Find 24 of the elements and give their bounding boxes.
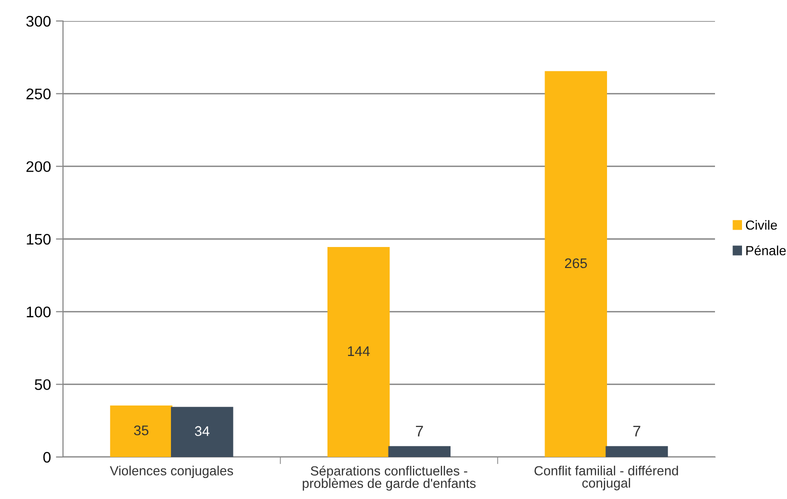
- y-tick-label: 50: [34, 379, 51, 390]
- bar: [606, 446, 668, 457]
- data-label: 34: [194, 426, 210, 436]
- y-tick-label: 300: [26, 16, 51, 27]
- x-tick-label: Séparations conflictuelles - problèmes de garde d'enfants: [302, 466, 476, 491]
- y-tick-label: 250: [26, 88, 51, 100]
- y-tick-label: 100: [26, 306, 51, 318]
- bar: [110, 405, 172, 457]
- y-tick-label: 200: [26, 161, 51, 172]
- bar: [388, 446, 451, 457]
- bar: [170, 406, 234, 457]
- legend-label: Pénale: [746, 245, 786, 256]
- legend-label: Civile: [746, 220, 777, 230]
- data-label: 7: [633, 426, 640, 436]
- x-tick-label: Conflit familial - différend conjugal: [534, 466, 678, 490]
- y-tick-label: 150: [26, 234, 51, 245]
- data-label: 265: [565, 258, 587, 268]
- data-label: 144: [348, 346, 370, 356]
- bar: [544, 71, 608, 457]
- y-tick-label: 0: [43, 452, 51, 463]
- bar: [327, 247, 390, 457]
- data-label: 35: [134, 425, 148, 436]
- x-tick-label: Violences conjugales: [110, 466, 234, 478]
- data-label: 7: [416, 426, 423, 436]
